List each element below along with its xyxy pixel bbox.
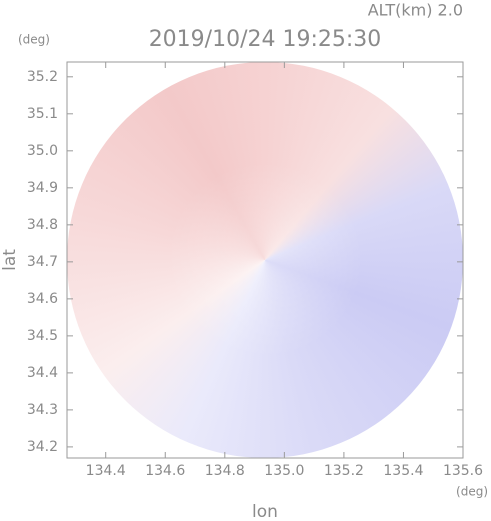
y-tick-label: 34.4 (27, 365, 58, 381)
altitude-label: ALT(km) 2.0 (368, 1, 463, 20)
y-unit: (deg) (18, 33, 50, 47)
x-axis-label: lon (252, 502, 278, 521)
y-tick-label: 34.3 (27, 402, 58, 418)
y-tick-label: 35.2 (27, 69, 58, 85)
chart-title: 2019/10/24 19:25:30 (149, 27, 382, 52)
x-tick-label: 135.0 (264, 463, 304, 479)
y-axis-label: lat (0, 249, 20, 271)
y-tick-label: 35.0 (27, 143, 58, 159)
x-tick-label: 135.6 (443, 463, 483, 479)
y-tick-label: 34.7 (27, 254, 58, 270)
y-tick-label: 34.2 (27, 439, 58, 455)
y-tick-label: 34.9 (27, 180, 58, 196)
x-tick-label: 135.2 (324, 463, 364, 479)
y-tick-label: 35.1 (27, 106, 58, 122)
x-tick-label: 134.8 (205, 463, 245, 479)
x-tick-label: 134.6 (145, 463, 185, 479)
x-tick-label: 134.4 (86, 463, 126, 479)
x-tick-label: 135.4 (383, 463, 423, 479)
y-tick-label: 34.5 (27, 328, 58, 344)
plot-frame (66, 61, 464, 459)
velocity-field (67, 62, 463, 458)
x-unit: (deg) (456, 485, 488, 499)
y-tick-label: 34.8 (27, 217, 58, 233)
y-tick-label: 34.6 (27, 291, 58, 307)
